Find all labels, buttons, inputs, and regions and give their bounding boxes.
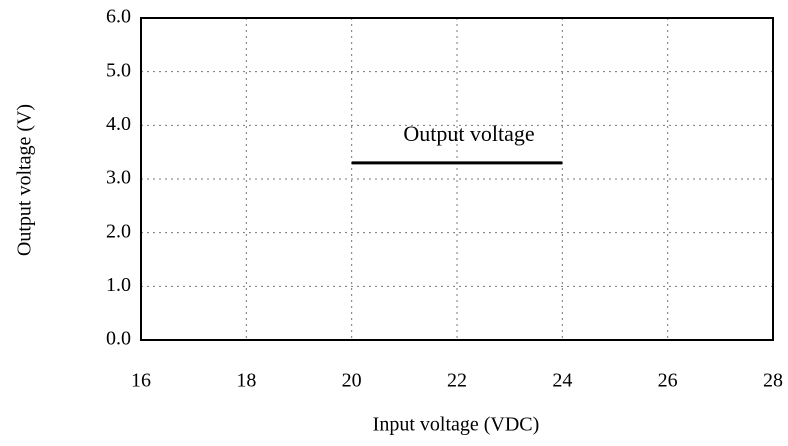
x-tick-label: 18 (236, 370, 256, 392)
x-tick-label: 28 (763, 370, 783, 392)
y-axis-label: Output voltage (V) (14, 104, 36, 256)
y-tick-label: 5.0 (106, 59, 131, 81)
y-tick-label: 4.0 (106, 113, 131, 135)
x-tick-label: 20 (342, 370, 362, 392)
plot-frame (140, 17, 774, 341)
x-tick-label: 24 (552, 370, 572, 392)
y-tick-label: 1.0 (106, 274, 131, 296)
x-axis-label: Input voltage (VDC) (373, 414, 540, 436)
x-tick-label: 26 (658, 370, 678, 392)
y-tick-label: 2.0 (106, 220, 131, 242)
y-tick-label: 6.0 (106, 6, 131, 28)
series-label: Output voltage (403, 121, 534, 146)
y-tick-label: 0.0 (106, 328, 131, 350)
y-tick-label: 3.0 (106, 167, 131, 189)
x-tick-label: 22 (447, 370, 467, 392)
x-tick-label: 16 (131, 370, 151, 392)
